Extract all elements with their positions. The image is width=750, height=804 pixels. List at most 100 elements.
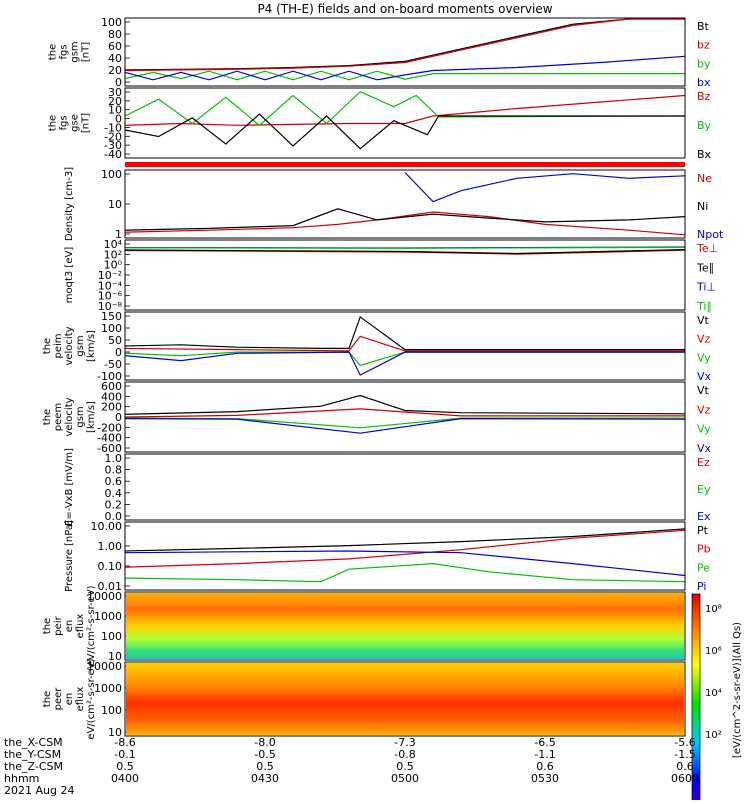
panel-4-ylabel: moqt3 [eV] bbox=[64, 247, 75, 304]
series-line-Vx bbox=[124, 417, 686, 434]
ylabel-line: gsm bbox=[75, 406, 86, 427]
ytick-label: 10 bbox=[108, 650, 122, 663]
ytick-label: 0.4 bbox=[105, 487, 123, 500]
ytick-label: 0.01 bbox=[98, 580, 123, 593]
axis-row-value: -0.1 bbox=[114, 748, 135, 761]
ylabel-line: [nT] bbox=[81, 42, 92, 62]
ylabel-line: en bbox=[64, 620, 75, 633]
spectrogram-fill-2 bbox=[126, 663, 684, 735]
legend-Bx: Bx bbox=[697, 148, 712, 161]
ytick-label: -600 bbox=[97, 442, 122, 455]
ylabel-line: the bbox=[42, 338, 53, 354]
series-line-Vy bbox=[124, 351, 685, 367]
colorbar-tick-label: 10⁴ bbox=[705, 688, 722, 699]
ytick-label: 10² bbox=[104, 248, 122, 261]
ylabel-line: moqt3 [eV] bbox=[64, 247, 75, 304]
axis-row-value: -1.5 bbox=[674, 748, 695, 761]
ytick-label: 1000 bbox=[94, 610, 122, 623]
legend-Vx: Vx bbox=[697, 370, 712, 383]
ytick-label: 40 bbox=[108, 52, 122, 65]
legend-Pb: Pb bbox=[697, 543, 711, 556]
series-line-Pt bbox=[124, 528, 686, 552]
ytick-label: 20 bbox=[108, 64, 122, 77]
series-line-Ni bbox=[124, 208, 686, 231]
ytick-label: 0.0 bbox=[105, 510, 123, 523]
ytick-label: 10000 bbox=[87, 660, 122, 673]
axis-row-value: 0400 bbox=[111, 772, 139, 785]
ytick-label: 50 bbox=[108, 334, 122, 347]
colorbar-tick-label: 10² bbox=[705, 730, 722, 741]
ytick-label: 0 bbox=[115, 113, 122, 126]
panel-3-frame bbox=[124, 169, 686, 239]
ytick-label: 10000 bbox=[87, 590, 122, 603]
ytick-label: -10 bbox=[104, 121, 122, 134]
ylabel-line: Pressure [nPa] bbox=[64, 520, 75, 592]
ytick-label: 10⁴ bbox=[104, 238, 123, 251]
ytick-label: 10 bbox=[108, 198, 122, 211]
ytick-label: 10 bbox=[108, 104, 122, 117]
legend-bz: bz bbox=[697, 39, 710, 52]
legend-Vz: Vz bbox=[697, 403, 711, 416]
legend-Vy: Vy bbox=[697, 351, 711, 364]
series-line-Ne bbox=[124, 211, 686, 236]
legend-Bt: Bt bbox=[697, 20, 710, 33]
ylabel-line: eflux bbox=[75, 614, 86, 639]
ytick-label: 200 bbox=[101, 401, 122, 414]
ylabel-line: Density [cm-3] bbox=[64, 167, 75, 241]
ytick-label: 10⁻⁸ bbox=[98, 300, 123, 313]
colorbar-tick-label: 10⁸ bbox=[705, 604, 722, 615]
ytick-label: -40 bbox=[104, 148, 122, 161]
legend-Vy: Vy bbox=[697, 423, 711, 436]
ylabel-line: fgs bbox=[59, 115, 70, 130]
axis-row-value: -0.8 bbox=[394, 748, 415, 761]
ytick-label: 1000 bbox=[94, 682, 122, 695]
panel-3-ylabel: Density [cm-3] bbox=[64, 167, 75, 241]
series-line-bz bbox=[124, 18, 685, 72]
ytick-label: 100 bbox=[101, 704, 122, 717]
ytick-label: 10⁻⁴ bbox=[98, 279, 123, 292]
axis-row-value: 0600 bbox=[671, 772, 699, 785]
panel-10-ylabel: the peer en eflux eV/(cm²-s-sr-eV) bbox=[42, 658, 97, 739]
legend-Vt: Vt bbox=[697, 384, 710, 397]
axis-row-value: 0.5 bbox=[256, 760, 274, 773]
ytick-label: 1.0 bbox=[105, 452, 123, 465]
ytick-label: -200 bbox=[97, 421, 122, 434]
series-line-Vt bbox=[124, 394, 686, 415]
panel-5-ylabel: the peim velocity gsm [km/s] bbox=[42, 326, 97, 365]
ytick-label: 60 bbox=[108, 40, 122, 53]
ylabel-line: peir bbox=[53, 615, 64, 635]
panel-6-frame bbox=[124, 381, 686, 453]
ylabel-line: [km/s] bbox=[86, 330, 97, 362]
ylabel-line: velocity bbox=[64, 326, 75, 365]
legend-Ti∥: Ti∥ bbox=[696, 300, 712, 313]
panel-6-ylabel: the peem velocity gsm [km/s] bbox=[42, 397, 97, 436]
legend-Te∥: Te∥ bbox=[696, 261, 714, 274]
panel-5-frame bbox=[124, 311, 686, 381]
axis-row-value: -8.6 bbox=[114, 736, 135, 749]
panel-7: E=-VxB [mV/m] 1.00.80.60.40.20.0 Ez Ey Ex bbox=[64, 448, 711, 526]
ytick-label: 10 bbox=[108, 726, 122, 739]
ytick-label: 0.8 bbox=[105, 464, 123, 477]
axis-row-value: 0.5 bbox=[116, 760, 134, 773]
legend-Bz: Bz bbox=[697, 90, 711, 103]
spectrogram-frame bbox=[124, 591, 686, 661]
axis-row-value: -8.0 bbox=[254, 736, 275, 749]
ylabel-line: the bbox=[42, 691, 53, 707]
colorbar-label: [eV/(cm^2-s-sr-eV)](All Qs) bbox=[732, 622, 743, 758]
axis-row-value: 0.6 bbox=[676, 760, 694, 773]
panel-separator-bar bbox=[125, 162, 685, 167]
legend-Te⊥: Te⊥ bbox=[696, 242, 718, 255]
legend-Vx: Vx bbox=[697, 442, 712, 455]
ytick-label: 0 bbox=[115, 76, 122, 89]
axis-row-value: -6.5 bbox=[534, 736, 555, 749]
series-line-Vx bbox=[124, 351, 685, 376]
series-line-Bz bbox=[124, 94, 686, 126]
date-label: 2021 Aug 24 bbox=[4, 784, 74, 797]
axis-row-label: the_X-CSM bbox=[4, 736, 63, 749]
ylabel-line: the bbox=[42, 618, 53, 634]
legend-Pt: Pt bbox=[697, 524, 709, 537]
panel-1-frame bbox=[124, 17, 686, 87]
legend-by: by bbox=[697, 57, 711, 70]
